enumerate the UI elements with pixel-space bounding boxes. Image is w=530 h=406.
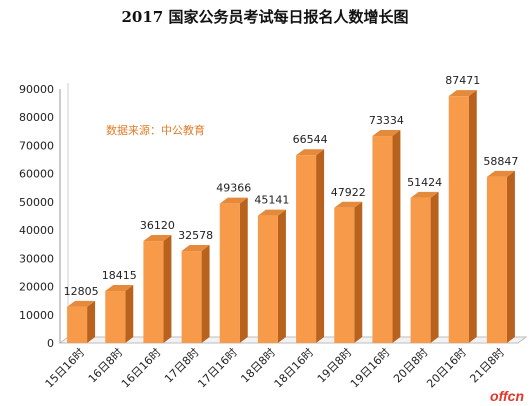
bar (372, 136, 393, 343)
bar (67, 306, 88, 343)
bar-value-label: 47922 (331, 186, 366, 199)
y-tick-label: 10000 (19, 309, 54, 322)
bar-top (296, 149, 325, 156)
bar-top (334, 201, 363, 208)
bar (181, 251, 202, 343)
x-tick-label: 18日16时 (272, 346, 317, 391)
x-tick-label: 16日16时 (119, 346, 164, 391)
bar-top (372, 130, 401, 137)
watermark-logo: offcn (490, 388, 524, 404)
bar-top (486, 170, 515, 177)
bar (143, 241, 164, 343)
y-tick-label: 70000 (19, 139, 54, 152)
bar-value-label: 32578 (178, 229, 213, 242)
bar-value-label: 18415 (102, 269, 137, 282)
bar-side (392, 130, 401, 343)
y-tick-label: 0 (47, 337, 54, 350)
bar-value-label: 66544 (293, 133, 328, 146)
bar (334, 207, 355, 343)
bar-side (201, 245, 210, 343)
bar-top (219, 197, 248, 204)
bar (219, 203, 240, 343)
bar-side (239, 197, 248, 343)
bar-side (430, 191, 439, 343)
bar-side (277, 209, 286, 343)
y-tick-label: 30000 (19, 252, 54, 265)
chart-title: 2017 国家公务员考试每日报名人数增长图 (121, 8, 409, 26)
bar-value-label: 49366 (216, 182, 251, 195)
y-tick-label: 60000 (19, 168, 54, 181)
bar (296, 155, 317, 343)
bar (448, 96, 469, 344)
bar-side (87, 300, 96, 343)
bar-side (468, 90, 477, 344)
y-tick-label: 90000 (19, 83, 54, 96)
x-tick-label: 17日16时 (195, 346, 240, 391)
bar-side (125, 285, 134, 343)
data-source-note: 数据来源：中公教育 (106, 124, 205, 137)
chart-floor (58, 336, 528, 344)
bar-value-label: 36120 (140, 219, 175, 232)
y-tick-label: 20000 (19, 281, 54, 294)
x-tick-label: 15日16时 (43, 346, 88, 391)
bar-top (143, 235, 172, 242)
bar (105, 291, 126, 343)
bar-value-label: 73334 (369, 114, 404, 127)
bar-top (410, 191, 439, 198)
bar-top (448, 90, 477, 97)
bar-side (354, 201, 363, 343)
x-tick-label: 21日8时 (467, 346, 507, 386)
bar-side (316, 149, 325, 343)
bar-value-label: 45141 (254, 194, 289, 207)
bar-value-label: 12805 (64, 285, 99, 298)
bar (257, 215, 278, 343)
x-tick-label: 20日16时 (424, 346, 469, 391)
x-tick-label: 19日16时 (348, 346, 393, 391)
bar (486, 176, 507, 343)
y-tick-label: 40000 (19, 224, 54, 237)
y-tick-label: 80000 (19, 111, 54, 124)
bar-value-label: 58847 (483, 155, 518, 168)
bar-top (105, 285, 134, 292)
y-tick-label: 50000 (19, 196, 54, 209)
bar-value-label: 87471 (445, 74, 480, 87)
bar-side (163, 235, 172, 343)
bar-value-label: 51424 (407, 176, 442, 189)
bar-top (67, 300, 96, 307)
bar-top (181, 245, 210, 252)
bar-top (257, 209, 286, 216)
bar (410, 197, 431, 343)
bar-side (506, 170, 515, 343)
